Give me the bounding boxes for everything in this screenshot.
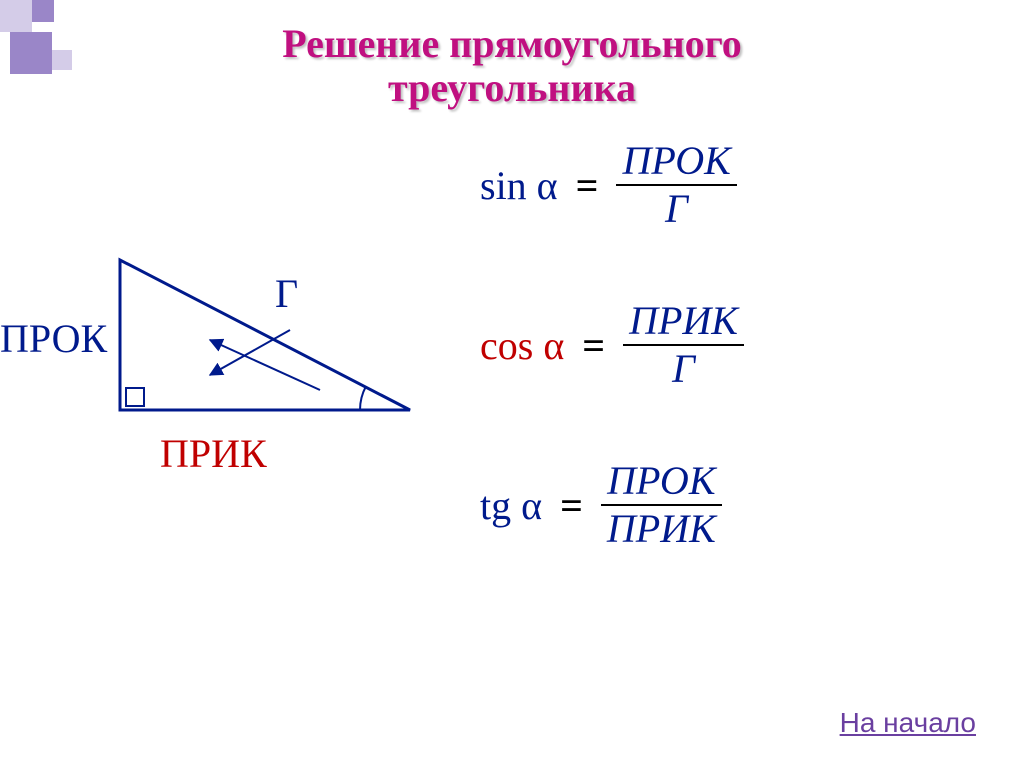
sin-den: Г	[659, 188, 694, 230]
cos-num: ПРИК	[623, 300, 744, 342]
cos-fn: cos α	[480, 322, 564, 369]
sin-num: ПРОК	[616, 140, 736, 182]
tg-eq: =	[560, 482, 583, 529]
label-prik: ПРИК	[160, 430, 267, 477]
cos-fraction: ПРИК Г	[623, 300, 744, 390]
tg-num: ПРОК	[601, 460, 721, 502]
title-line2: треугольника	[388, 65, 636, 110]
label-prok: ПРОК	[0, 315, 107, 362]
page-title: Решение прямоугольного треугольника	[0, 22, 1024, 110]
cos-eq: =	[582, 322, 605, 369]
label-g: Г	[275, 270, 298, 317]
triangle-diagram: ПРОК ПРИК Г	[10, 130, 460, 430]
sin-fn: sin α	[480, 162, 558, 209]
cos-den: Г	[666, 348, 701, 390]
formula-tg: tg α = ПРОК ПРИК	[480, 460, 722, 550]
back-to-start-link[interactable]: На начало	[840, 707, 976, 739]
formula-cos: cos α = ПРИК Г	[480, 300, 744, 390]
tg-fraction: ПРОК ПРИК	[601, 460, 722, 550]
formula-sin: sin α = ПРОК Г	[480, 140, 737, 230]
sin-fraction: ПРОК Г	[616, 140, 736, 230]
title-line1: Решение прямоугольного	[282, 21, 742, 66]
sin-eq: =	[576, 162, 599, 209]
tg-den: ПРИК	[601, 508, 722, 550]
tg-fn: tg α	[480, 482, 542, 529]
